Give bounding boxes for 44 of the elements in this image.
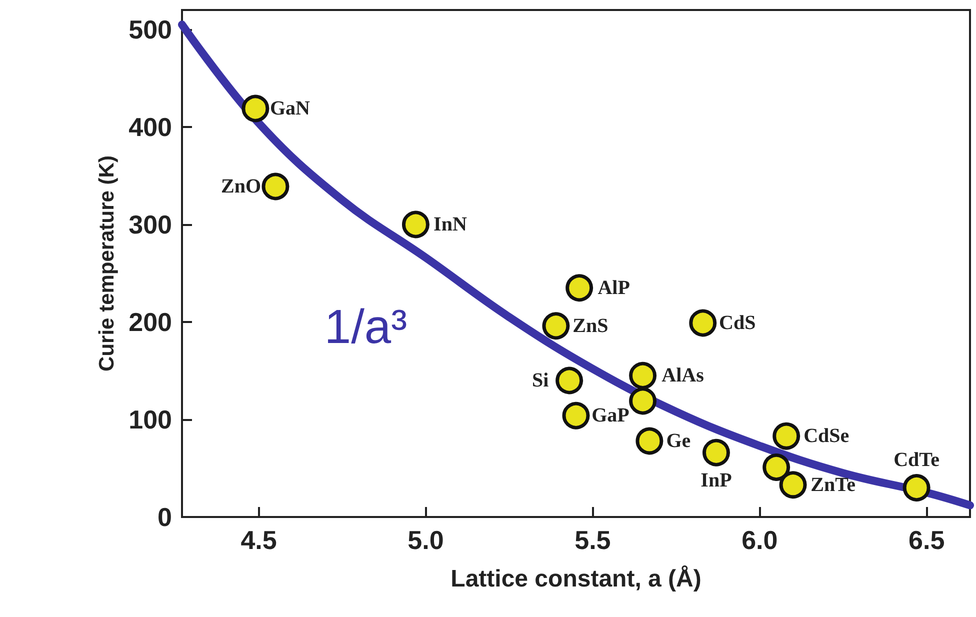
point	[629, 387, 657, 415]
point	[262, 172, 290, 200]
x-tick-label: 5.5	[574, 525, 611, 555]
annotation: 1/a³	[324, 301, 408, 354]
y-tick-label: 200	[128, 307, 172, 337]
x-axis-title: Lattice constant, a (Å)	[450, 564, 702, 592]
annotation: ZnS	[572, 314, 608, 337]
annotation: InP	[700, 470, 732, 492]
annotation: ZnTe	[810, 474, 856, 496]
annotation: Si	[532, 370, 550, 392]
y-tick-label: 300	[128, 210, 172, 240]
y-axis-title: Curie temperature (K)	[96, 156, 119, 372]
x-tick-label: 5.0	[408, 525, 444, 555]
y-tick-label: 0	[158, 502, 172, 532]
point	[556, 366, 584, 394]
point	[762, 454, 790, 482]
annotation: AlAs	[662, 364, 704, 387]
y-tick-label: 400	[128, 112, 172, 142]
annotation: GaN	[270, 97, 311, 120]
y-tick-label: 100	[128, 404, 172, 434]
annotation: Ge	[666, 430, 691, 452]
point	[779, 471, 807, 499]
annotation: CdTe	[894, 448, 940, 471]
annotation: InN	[434, 214, 468, 236]
annotation: AlP	[598, 276, 630, 299]
annotation: CdSe	[804, 425, 850, 448]
point	[562, 402, 590, 430]
point	[402, 210, 430, 238]
point	[636, 427, 664, 455]
point	[629, 362, 657, 390]
annotation: ZnO	[220, 175, 262, 198]
point	[542, 312, 570, 340]
x-tick-label: 4.5	[240, 525, 277, 555]
point	[242, 94, 270, 122]
x-tick-label: 6.5	[908, 525, 945, 555]
annotation: GaP	[592, 404, 630, 427]
annotation: CdS	[719, 312, 756, 334]
point	[902, 474, 930, 502]
x-tick-label: 6.0	[742, 525, 778, 555]
y-tick-label: 500	[128, 14, 172, 44]
point	[772, 422, 800, 450]
point	[702, 438, 730, 466]
point	[689, 309, 717, 337]
point	[566, 274, 594, 302]
